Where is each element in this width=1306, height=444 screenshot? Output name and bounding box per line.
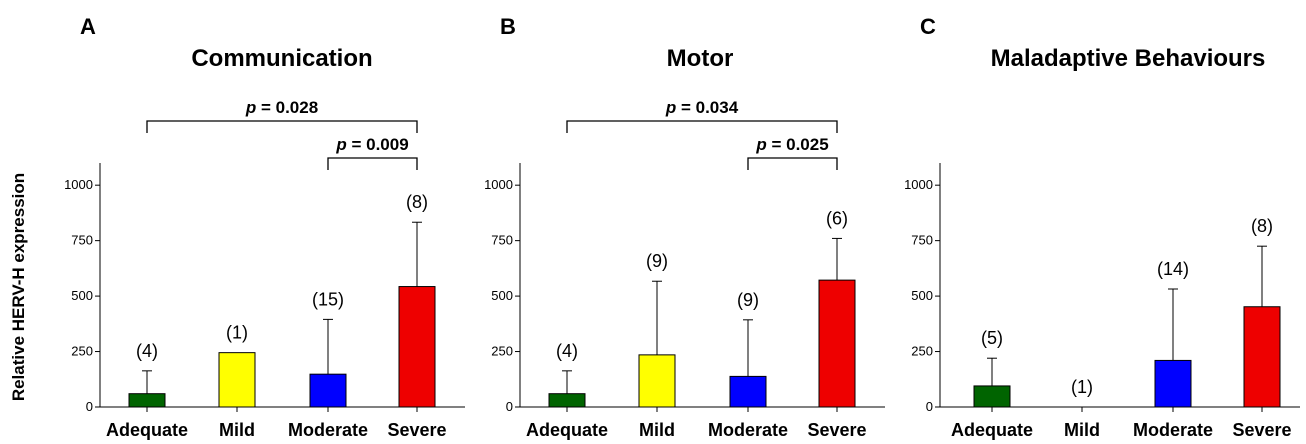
x-tick-label: Moderate bbox=[1133, 420, 1213, 440]
y-tick-label: 500 bbox=[491, 288, 513, 303]
bar bbox=[818, 279, 856, 408]
bar bbox=[309, 373, 347, 408]
y-tick-label: 750 bbox=[911, 233, 933, 248]
x-tick-label: Mild bbox=[639, 420, 675, 440]
significance-bracket bbox=[566, 120, 838, 133]
n-label: (8) bbox=[1251, 216, 1273, 236]
y-tick-label: 250 bbox=[491, 344, 513, 359]
y-tick-label: 0 bbox=[926, 399, 933, 414]
y-axis-label: Relative HERV-H expression bbox=[9, 173, 28, 401]
bar bbox=[548, 393, 586, 408]
n-label: (1) bbox=[226, 323, 248, 343]
bar bbox=[638, 354, 676, 408]
x-tick-label: Moderate bbox=[288, 420, 368, 440]
y-tick-label: 0 bbox=[506, 399, 513, 414]
bar bbox=[973, 385, 1011, 408]
panel-maladaptive-behaviours: C Maladaptive Behaviours 0 250 500 750 1000 (… bbox=[904, 14, 1300, 440]
y-tick-label: 750 bbox=[71, 233, 93, 248]
n-label: (15) bbox=[312, 289, 344, 309]
y-tick-label: 1000 bbox=[64, 177, 93, 192]
panel-letter: A bbox=[80, 14, 96, 39]
panel-letter: C bbox=[920, 14, 936, 39]
chart-title: Maladaptive Behaviours bbox=[991, 45, 1266, 72]
y-tick-label: 1000 bbox=[484, 177, 513, 192]
panel-letter: B bbox=[500, 14, 516, 39]
x-tick-label: Severe bbox=[387, 420, 446, 440]
x-tick-label: Adequate bbox=[106, 420, 188, 440]
x-tick-label: Mild bbox=[1064, 420, 1100, 440]
p-value-label: p = 0.034 bbox=[665, 98, 739, 117]
p-value-label: p = 0.009 bbox=[335, 135, 408, 154]
bar bbox=[128, 393, 166, 408]
bar bbox=[218, 352, 256, 408]
bar bbox=[398, 286, 436, 408]
significance-bracket bbox=[327, 157, 418, 170]
x-tick-label: Severe bbox=[1232, 420, 1291, 440]
n-label: (1) bbox=[1071, 377, 1093, 397]
p-value-label: p = 0.025 bbox=[755, 135, 828, 154]
y-tick-label: 750 bbox=[491, 233, 513, 248]
y-tick-label: 250 bbox=[911, 344, 933, 359]
panel-motor: B Motor 0 250 500 750 1000 (4) Adequate (9) Mild… bbox=[484, 14, 885, 440]
n-label: (4) bbox=[136, 341, 158, 361]
panel-communication: A Communication 0 250 500 750 1000 (4) Adequat… bbox=[64, 14, 465, 440]
chart-title: Motor bbox=[667, 45, 734, 72]
y-tick-label: 500 bbox=[911, 288, 933, 303]
y-tick-label: 1000 bbox=[904, 177, 933, 192]
p-value-label: p = 0.028 bbox=[245, 98, 318, 117]
x-tick-label: Severe bbox=[807, 420, 866, 440]
n-label: (4) bbox=[556, 341, 578, 361]
y-tick-label: 0 bbox=[86, 399, 93, 414]
chart-title: Communication bbox=[191, 45, 372, 72]
x-tick-label: Mild bbox=[219, 420, 255, 440]
bar bbox=[1154, 359, 1192, 408]
n-label: (5) bbox=[981, 328, 1003, 348]
significance-bracket bbox=[747, 157, 838, 170]
x-tick-label: Adequate bbox=[951, 420, 1033, 440]
y-tick-label: 250 bbox=[71, 344, 93, 359]
x-tick-label: Moderate bbox=[708, 420, 788, 440]
n-label: (8) bbox=[406, 192, 428, 212]
x-tick-label: Adequate bbox=[526, 420, 608, 440]
n-label: (9) bbox=[646, 251, 668, 271]
bar bbox=[1243, 306, 1281, 408]
significance-bracket bbox=[146, 120, 418, 133]
y-tick-label: 500 bbox=[71, 288, 93, 303]
bar bbox=[729, 375, 767, 408]
n-label: (6) bbox=[826, 208, 848, 228]
n-label: (14) bbox=[1157, 259, 1189, 279]
n-label: (9) bbox=[737, 290, 759, 310]
